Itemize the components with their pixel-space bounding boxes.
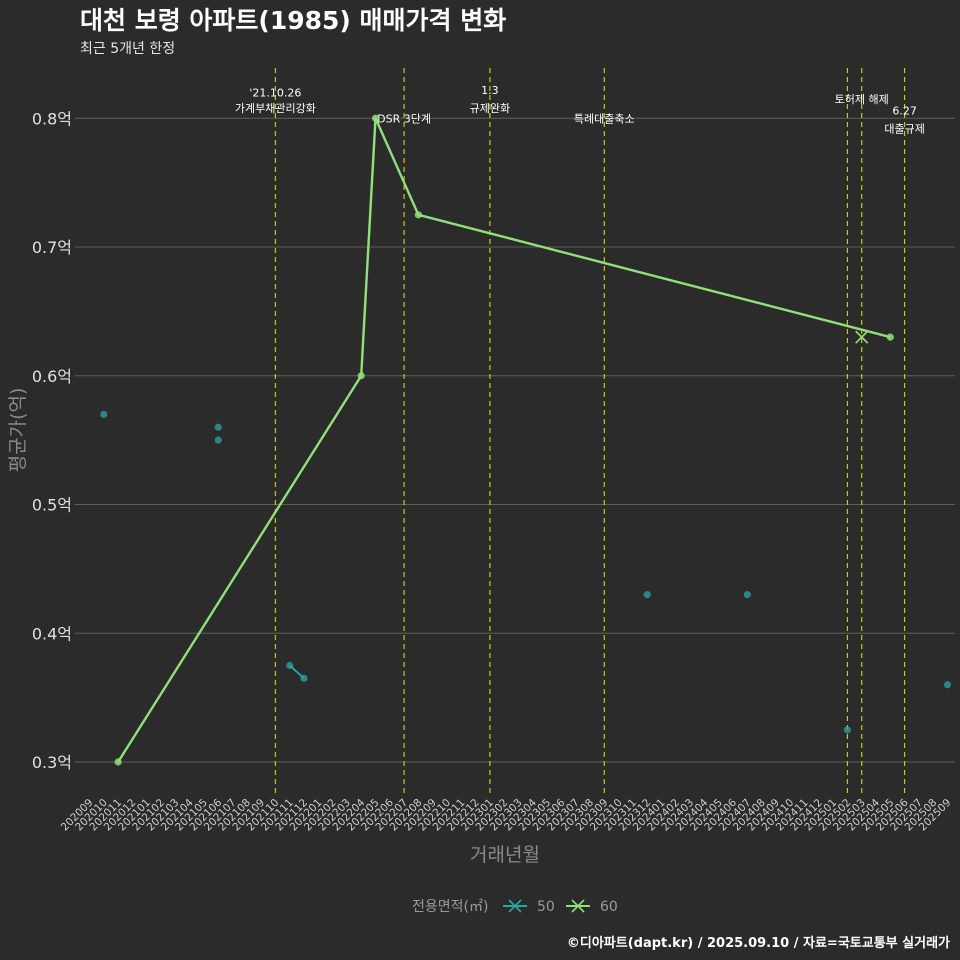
y-tick-label: 0.3억 <box>32 753 72 772</box>
event-label: DSR 3단계 <box>377 112 431 125</box>
event-label: 대출규제 <box>884 123 924 136</box>
event-label: 6.27 <box>892 105 917 118</box>
y-tick-label: 0.6억 <box>32 367 72 386</box>
legend-entry-60: 60 <box>566 899 618 915</box>
y-tick-labels: 0.3억 0.4억 0.5억 0.6억 0.7억 0.8억 <box>32 109 72 772</box>
legend-label-60: 60 <box>600 899 618 915</box>
legend-cross-50-icon <box>508 899 522 913</box>
event-label: 규제완화 <box>470 102 510 115</box>
y-tick-label: 0.7억 <box>32 238 72 257</box>
event-label: 가계부채관리강화 <box>235 102 316 115</box>
legend-cross-60-icon <box>571 899 585 913</box>
series-50-point <box>743 591 751 599</box>
series-50-point <box>643 591 651 599</box>
chart-title: 대천 보령 아파트(1985) 매매가격 변화 <box>80 6 506 35</box>
series-60-point <box>414 211 422 219</box>
event-label: 특례대출축소 <box>574 112 635 125</box>
series-50-point <box>214 423 222 431</box>
series-50-point <box>286 661 294 670</box>
y-axis-title: 평균가(억) <box>7 388 29 473</box>
event-label: 토허제 해제 <box>835 92 889 106</box>
y-tick-label: 0.8억 <box>32 109 72 128</box>
y-tick-label: 0.4억 <box>32 624 72 643</box>
series-50-point <box>943 681 952 689</box>
x-tick-labels: 2020092020102020112020122021012021022021… <box>59 796 954 833</box>
event-label: '21.10.26 <box>249 87 301 100</box>
y-tick-label: 0.5억 <box>32 496 72 515</box>
x-axis-title: 거래년월 <box>470 844 540 866</box>
legend-label-50: 50 <box>537 899 555 915</box>
legend-title: 전용면적(㎡) <box>412 899 488 915</box>
legend: 전용면적(㎡) 50 60 <box>412 899 618 915</box>
y-gridlines <box>75 117 955 763</box>
series-60-point <box>114 758 122 766</box>
series-50-point <box>300 674 308 682</box>
legend-entry-50: 50 <box>503 899 555 915</box>
caption: ©디아파트(dapt.kr) / 2025.09.10 / 자료=국토교통부 실… <box>567 935 950 951</box>
series-60-point <box>357 372 365 380</box>
data-series <box>100 114 952 766</box>
series-50-point <box>100 410 108 418</box>
series-60-cross-marker <box>855 330 869 344</box>
series-60-point <box>371 114 380 122</box>
series-50-point <box>214 436 222 444</box>
series-50-point <box>843 726 852 734</box>
series-60-point <box>886 333 894 341</box>
event-label: 1.3 <box>481 84 499 97</box>
chart-subtitle: 최근 5개년 한정 <box>80 41 175 57</box>
